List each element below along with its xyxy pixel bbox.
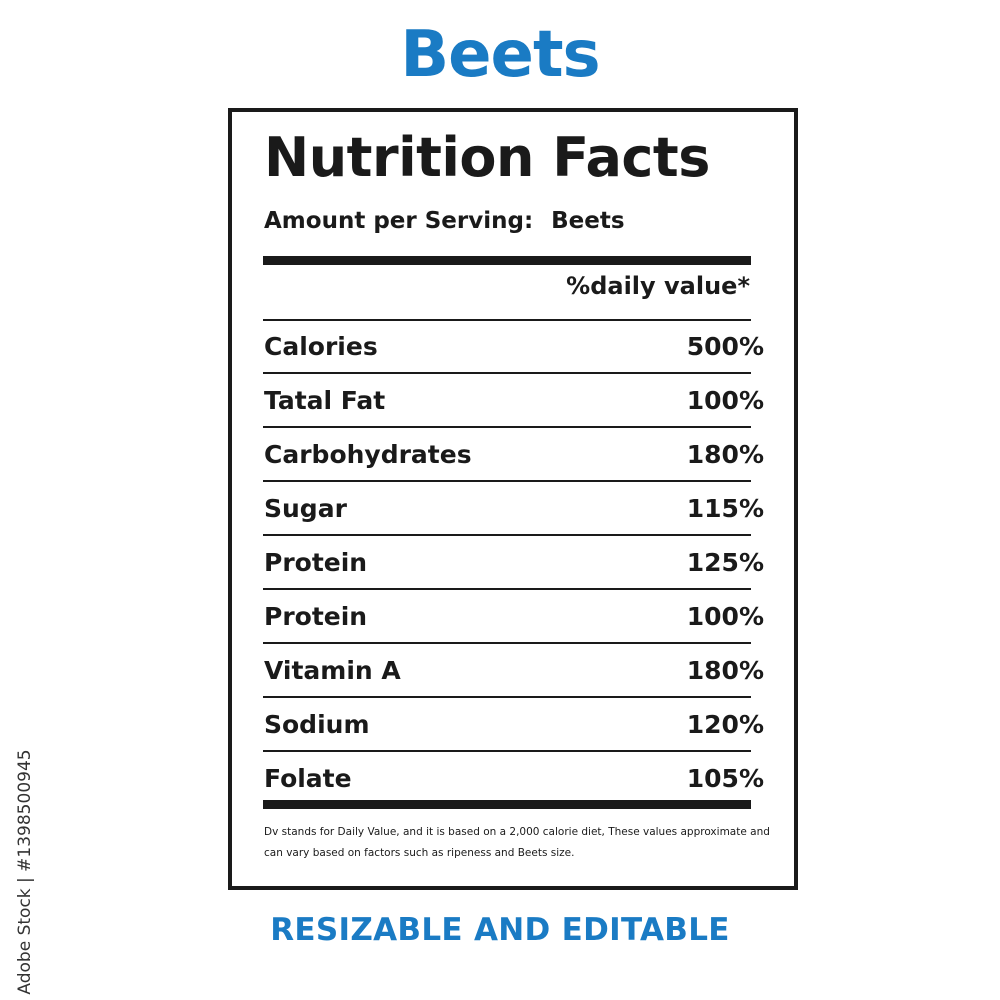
nutrient-percent: 100% <box>686 602 764 631</box>
daily-value-header: %daily value* <box>566 272 750 300</box>
row-divider <box>263 426 751 428</box>
nutrient-percent: 125% <box>686 548 764 577</box>
nutrient-name: Protein <box>264 548 368 577</box>
nutrient-name: Tatal Fat <box>264 386 386 415</box>
nutrient-row: Protein 100% <box>264 590 764 644</box>
nutrient-name: Carbohydrates <box>264 440 472 469</box>
page-title: Beets <box>400 18 600 92</box>
nutrient-percent: 500% <box>686 332 764 361</box>
nutrient-row: Calories 500% <box>264 320 764 374</box>
row-divider <box>263 480 751 482</box>
nutrient-row: Carbohydrates 180% <box>264 428 764 482</box>
nutrient-percent: 115% <box>686 494 764 523</box>
nutrient-name: Calories <box>264 332 378 361</box>
row-divider <box>263 534 751 536</box>
nutrient-row: Vitamin A 180% <box>264 644 764 698</box>
nutrient-name: Folate <box>264 764 352 793</box>
header-divider <box>263 319 751 321</box>
top-thick-divider <box>263 256 751 265</box>
nutrient-row: Folate 105% <box>264 752 764 806</box>
nutrient-row: Protein 125% <box>264 536 764 590</box>
row-divider <box>263 642 751 644</box>
serving-line: Amount per Serving: Beets <box>264 208 625 234</box>
stock-id-text: Adobe Stock | #1398500945 <box>15 749 35 995</box>
nutrient-row: Tatal Fat 100% <box>264 374 764 428</box>
nutrient-row: Sodium 120% <box>264 698 764 752</box>
nutrient-row: Sugar 115% <box>264 482 764 536</box>
nutrient-percent: 120% <box>686 710 764 739</box>
nutrient-name: Vitamin A <box>264 656 401 685</box>
footnote: Dv stands for Daily Value, and it is bas… <box>264 826 770 859</box>
nutrient-percent: 180% <box>686 656 764 685</box>
nutrient-name: Protein <box>264 602 368 631</box>
serving-value: Beets <box>551 208 625 234</box>
row-divider <box>263 750 751 752</box>
nutrient-percent: 100% <box>686 386 764 415</box>
nutrient-percent: 105% <box>686 764 764 793</box>
nutrient-name: Sugar <box>264 494 347 523</box>
nutrient-percent: 180% <box>686 440 764 469</box>
row-divider <box>263 588 751 590</box>
bottom-thick-divider <box>263 800 751 809</box>
nutrient-name: Sodium <box>264 710 370 739</box>
row-divider <box>263 696 751 698</box>
nutrition-label: Nutrition Facts Amount per Serving: Beets… <box>228 108 798 890</box>
serving-label: Amount per Serving: <box>264 208 534 234</box>
nutrition-heading: Nutrition Facts <box>264 126 710 189</box>
row-divider <box>263 372 751 374</box>
stock-id: Adobe Stock | #1398500945 <box>10 749 40 995</box>
resizable-caption: RESIZABLE AND EDITABLE <box>270 912 730 948</box>
